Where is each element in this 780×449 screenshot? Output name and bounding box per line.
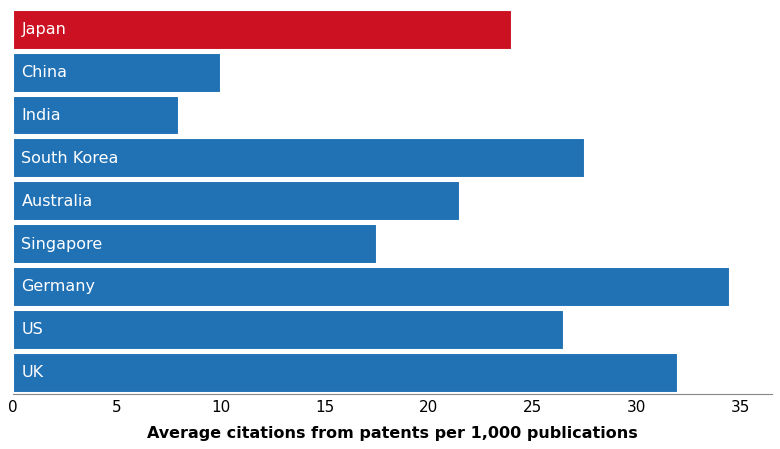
Bar [13, 10, 512, 50]
Bar [13, 181, 460, 221]
Text: Germany: Germany [22, 279, 95, 295]
Bar [13, 224, 377, 264]
Bar [13, 96, 179, 136]
Text: South Korea: South Korea [22, 151, 119, 166]
Text: US: US [22, 322, 43, 337]
Bar [13, 138, 585, 178]
Bar [13, 352, 678, 392]
Text: UK: UK [22, 365, 44, 380]
Text: China: China [22, 65, 67, 80]
Text: India: India [22, 108, 61, 123]
Text: Japan: Japan [22, 22, 66, 37]
Text: Singapore: Singapore [22, 237, 103, 251]
Text: Australia: Australia [22, 194, 93, 209]
Bar [13, 267, 730, 307]
X-axis label: Average citations from patents per 1,000 publications: Average citations from patents per 1,000… [147, 426, 638, 440]
Bar [13, 310, 564, 350]
Bar [13, 53, 221, 92]
